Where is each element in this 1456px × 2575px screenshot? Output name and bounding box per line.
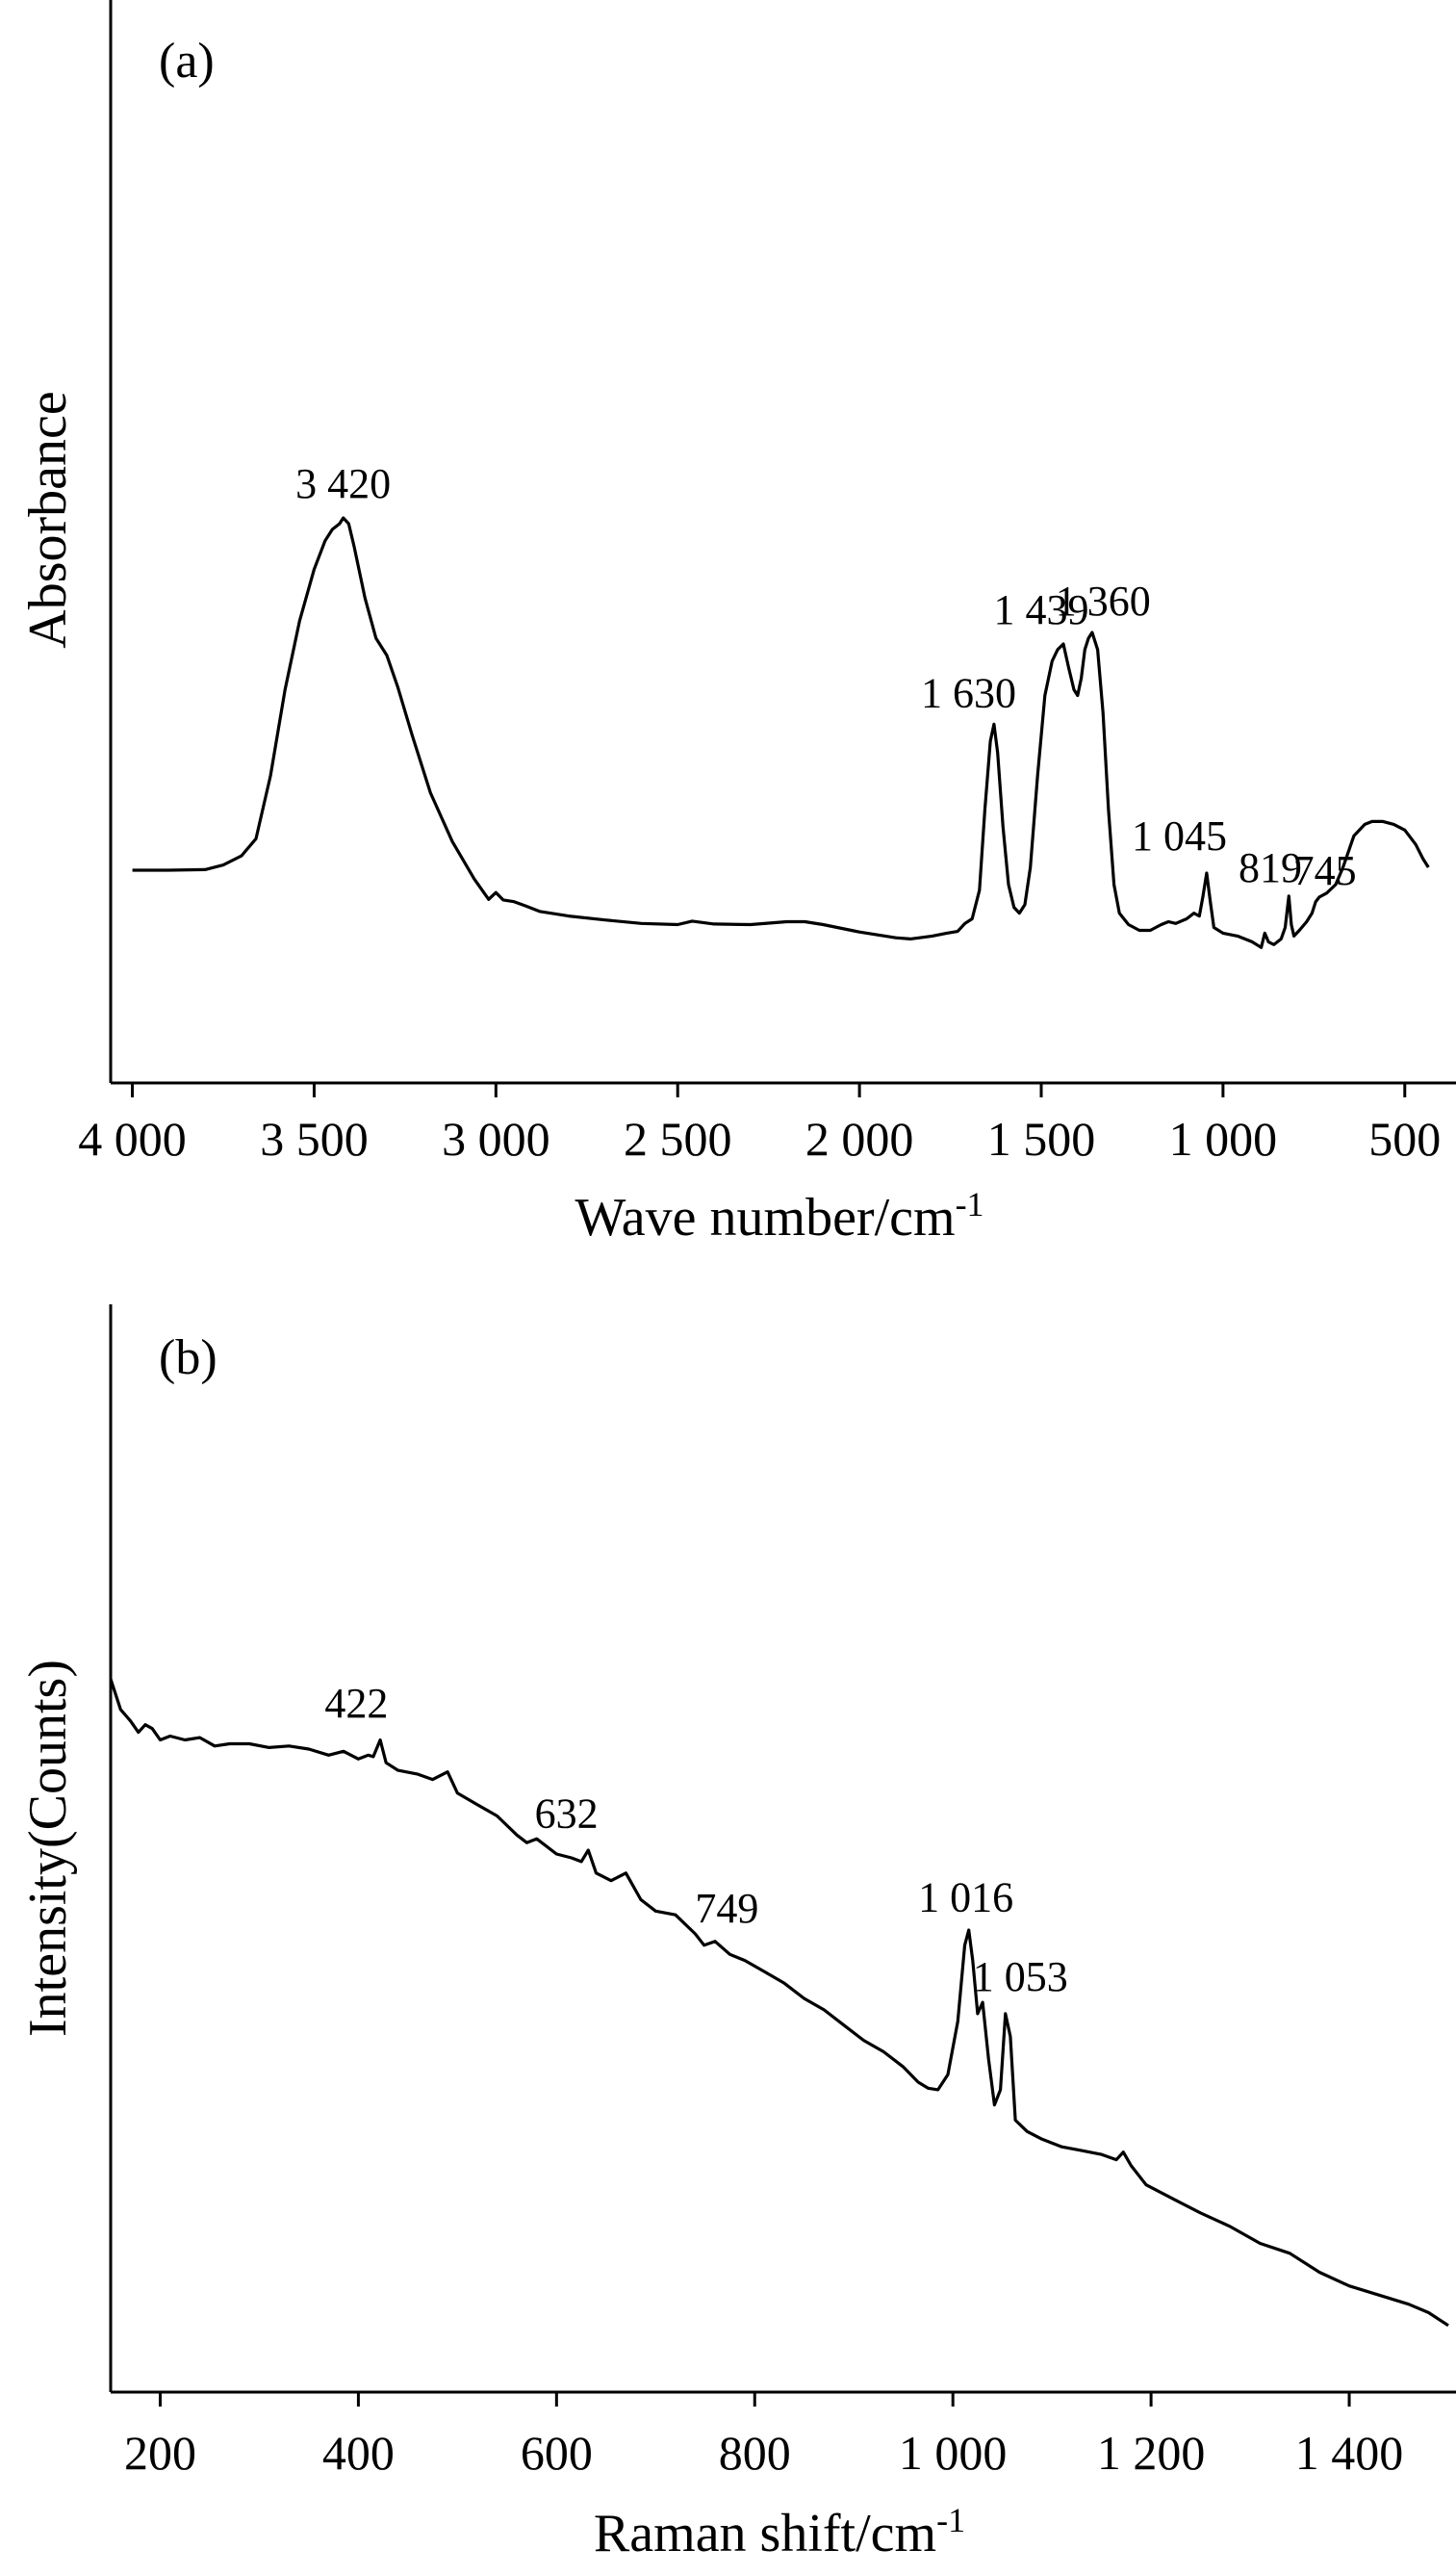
panel-b-x-tick-label: 1 000 <box>899 2426 1008 2480</box>
panel-b-peak-label: 1 053 <box>973 1953 1068 2000</box>
panel-b-x-tick-label: 1 200 <box>1097 2426 1206 2480</box>
panel-b-x-axis-title-superscript: -1 <box>936 2501 965 2539</box>
panel-a-x-axis-title: Wave number/cm-1 <box>575 1185 983 1248</box>
panel-a-peak-label: 1 439 <box>994 586 1089 633</box>
panel-b-raman: (b) Intensity(Counts) Raman shift/cm-1 2… <box>18 1304 1456 2563</box>
panel-b-x-axis-title: Raman shift/cm-1 <box>594 2501 965 2563</box>
panel-a-peak-label: 1 360 <box>1056 578 1151 625</box>
panel-a-ftir: (a) Absorbance Wave number/cm-1 4 000 3 5… <box>18 0 1456 1248</box>
panel-a-x-tick-label: 1 500 <box>987 1112 1096 1166</box>
panel-a-x-tick-label: 3 500 <box>260 1112 369 1166</box>
panel-a-x-tick-label: 4 000 <box>78 1112 187 1166</box>
panel-a-peak-label: 3 420 <box>295 460 391 507</box>
panel-b-peak-label: 632 <box>535 1790 599 1837</box>
panel-a-x-tick-label: 1 000 <box>1169 1112 1278 1166</box>
panel-a-peak-label: 745 <box>1293 847 1357 894</box>
panel-b-peak-label: 749 <box>695 1885 758 1932</box>
panel-b-x-tick-label: 200 <box>124 2426 196 2480</box>
panel-b-peak-label: 1 016 <box>918 1873 1013 1920</box>
panel-a-x-tick-label: 2 000 <box>805 1112 914 1166</box>
panel-b-y-axis-title: Intensity(Counts) <box>18 1660 78 2037</box>
panel-b-x-tick-label: 1 400 <box>1295 2426 1404 2480</box>
panel-a-x-tick-label: 2 500 <box>624 1112 732 1166</box>
panel-a-x-tick-label: 500 <box>1368 1112 1441 1166</box>
panel-a-peak-label: 1 630 <box>921 669 1016 716</box>
panel-a-peak-label: 1 045 <box>1132 812 1227 860</box>
panel-b-label: (b) <box>159 1330 217 1385</box>
panel-a-label: (a) <box>159 34 215 89</box>
panel-b-ticks: 200 400 600 800 1 000 1 200 1 400 <box>124 2392 1403 2480</box>
panel-b-x-axis-title-text: Raman shift/cm <box>594 2504 936 2563</box>
panel-a-x-axis-title-text: Wave number/cm <box>575 1188 955 1248</box>
panel-b-x-tick-label: 400 <box>322 2426 395 2480</box>
panel-a-x-axis-title-superscript: -1 <box>956 1185 984 1223</box>
panel-a-spectrum-line <box>132 516 1430 949</box>
panel-b-peak-labels: 422 632 749 1 016 1 053 <box>324 1680 1067 2000</box>
panel-b-x-tick-label: 800 <box>719 2426 791 2480</box>
panel-b-peak-label: 422 <box>324 1680 388 1727</box>
panel-b-x-tick-label: 600 <box>521 2426 593 2480</box>
panel-a-peak-label: 819 <box>1239 844 1302 891</box>
panel-a-y-axis-title: Absorbance <box>18 391 78 648</box>
panel-a-ticks: 4 000 3 500 3 000 2 500 2 000 1 500 1 000 500 <box>78 1083 1441 1166</box>
panel-a-x-tick-label: 3 000 <box>442 1112 550 1166</box>
panel-b-spectrum-line <box>109 1678 1449 2328</box>
